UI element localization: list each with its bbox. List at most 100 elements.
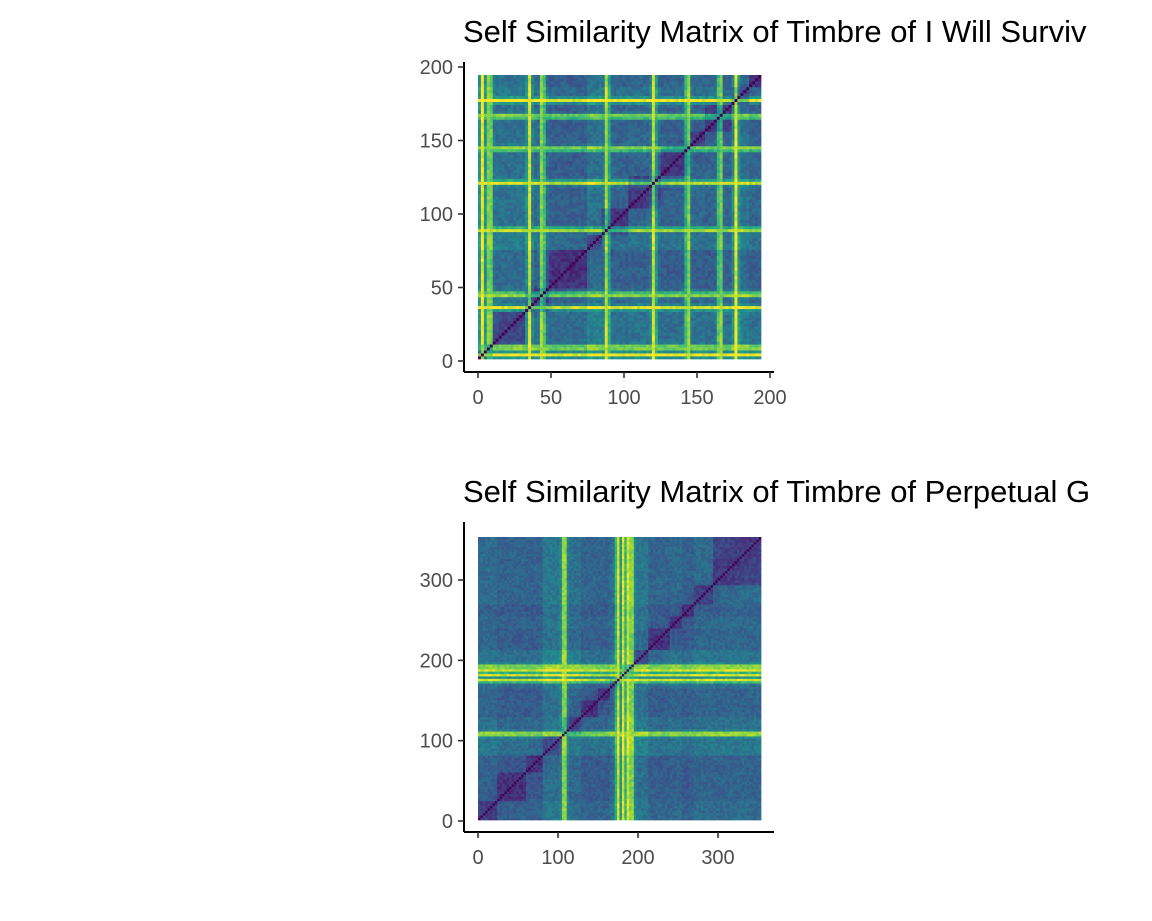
heatmap-cell	[519, 77, 523, 82]
heatmap-cell	[572, 89, 576, 94]
heatmap-cell	[501, 323, 505, 327]
heatmap-cell	[531, 101, 535, 105]
heatmap-cell	[525, 347, 529, 351]
heatmap-cell	[566, 199, 570, 203]
heatmap-cell	[604, 308, 609, 313]
heatmap-cell	[554, 154, 558, 159]
heatmap-cell	[483, 77, 488, 82]
heatmap-cell	[610, 356, 614, 360]
heatmap-cell	[607, 285, 612, 289]
heatmap-cell	[581, 98, 585, 102]
heatmap-cell	[569, 217, 573, 221]
heatmap-cell	[504, 172, 508, 176]
heatmap-cell	[584, 293, 588, 298]
heatmap-cell	[578, 261, 582, 265]
heatmap-cell	[534, 332, 538, 336]
heatmap-cell	[613, 104, 617, 108]
heatmap-cell	[619, 199, 623, 203]
heatmap-cell	[587, 75, 591, 79]
heatmap-cell	[581, 160, 585, 165]
heatmap-cell	[613, 134, 617, 138]
heatmap-cell	[534, 308, 538, 313]
heatmap-cell	[551, 299, 555, 304]
heatmap-cell	[607, 341, 612, 345]
heatmap-cell	[625, 77, 629, 82]
heatmap-cell	[554, 350, 558, 354]
heatmap-cell	[592, 166, 597, 171]
heatmap-cell	[610, 219, 614, 224]
heatmap-cell	[551, 172, 555, 176]
heatmap-cell	[519, 285, 523, 289]
heatmap-cell	[595, 356, 600, 360]
heatmap-cell	[495, 184, 499, 188]
heatmap-cell	[592, 199, 597, 203]
heatmap-cell	[516, 160, 520, 165]
heatmap-cell	[587, 172, 591, 176]
heatmap-cell	[578, 181, 582, 185]
heatmap-cell	[528, 157, 532, 162]
heatmap-cell	[590, 107, 594, 111]
heatmap-cell	[510, 211, 514, 215]
heatmap-cell	[557, 80, 561, 85]
heatmap-cell	[560, 92, 564, 97]
heatmap-cell	[542, 255, 547, 259]
heatmap-cell	[495, 122, 499, 126]
heatmap-cell	[539, 231, 544, 236]
heatmap-cell	[601, 211, 606, 215]
heatmap-cell	[578, 95, 582, 100]
heatmap-cell	[501, 190, 505, 194]
heatmap-cell	[592, 140, 597, 144]
heatmap-cell	[507, 154, 511, 159]
heatmap-cell	[590, 181, 594, 185]
heatmap-cell	[622, 211, 626, 215]
heatmap-cell	[492, 92, 497, 97]
heatmap-cell	[498, 276, 502, 280]
heatmap-cell	[563, 288, 567, 292]
heatmap-cell	[542, 143, 547, 147]
heatmap-cell	[495, 347, 499, 351]
heatmap-cell	[592, 305, 597, 310]
heatmap-cell	[581, 181, 585, 185]
heatmap-cell	[587, 305, 591, 310]
heatmap-cell	[616, 288, 620, 292]
heatmap-cell	[542, 110, 547, 114]
heatmap-cell	[495, 225, 499, 230]
heatmap-cell	[534, 116, 538, 120]
heatmap-cell	[607, 276, 612, 280]
heatmap-cell	[598, 181, 603, 185]
heatmap-cell	[501, 89, 505, 94]
heatmap-cell	[504, 219, 508, 224]
heatmap-cell	[616, 323, 620, 327]
heatmap-cell	[601, 282, 606, 286]
heatmap-cell	[628, 110, 632, 114]
heatmap-cell	[560, 143, 564, 147]
heatmap-cell	[604, 341, 609, 345]
heatmap-cell	[616, 160, 620, 165]
heatmap-cell	[480, 160, 485, 165]
heatmap-cell	[510, 92, 514, 97]
heatmap-cell	[554, 234, 558, 239]
heatmap-cell	[525, 122, 529, 126]
heatmap-cell	[628, 151, 632, 156]
heatmap-cell	[613, 196, 617, 200]
heatmap-cell	[483, 314, 488, 318]
heatmap-cell	[486, 101, 491, 105]
heatmap-cell	[478, 116, 482, 120]
heatmap-cell	[592, 89, 597, 94]
heatmap-cell	[480, 353, 485, 357]
heatmap-cell	[492, 329, 497, 333]
heatmap-cell	[478, 193, 482, 197]
heatmap-cell	[534, 175, 538, 179]
heatmap-cell	[551, 341, 555, 345]
heatmap-cell	[569, 146, 573, 150]
heatmap-cell	[478, 202, 482, 206]
heatmap-cell	[590, 302, 594, 307]
heatmap-cell	[536, 231, 541, 236]
heatmap-cell	[501, 148, 505, 153]
heatmap-cell	[478, 128, 482, 132]
heatmap-cell	[622, 202, 626, 206]
heatmap-cell	[501, 181, 505, 185]
heatmap-cell	[510, 148, 514, 153]
heatmap-cell	[590, 338, 594, 342]
heatmap-cell	[510, 169, 514, 173]
